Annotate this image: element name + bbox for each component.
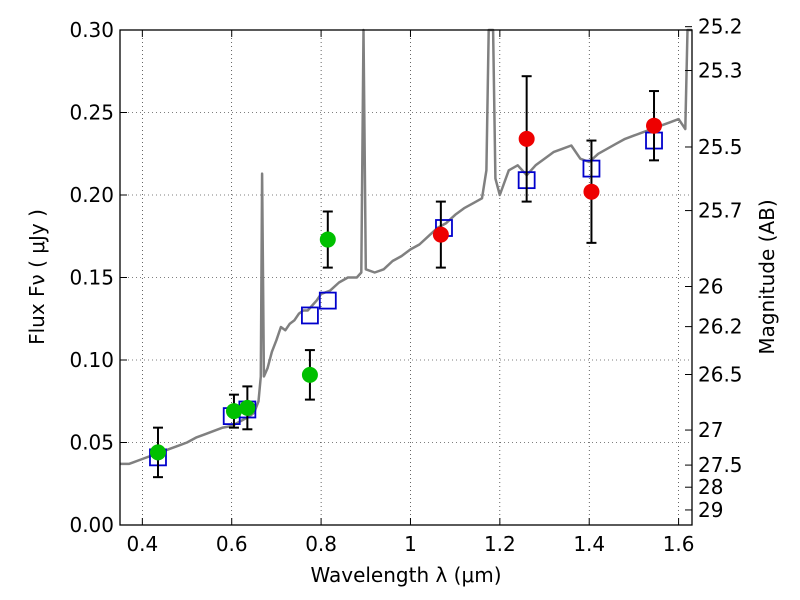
y2-tick-label: 28 — [698, 475, 723, 499]
tick-labels: 0.4 0.6 0.8 1 1.2 1.4 1.6 0.00 0.05 0.10 0.15 0.20 0… — [69, 15, 742, 556]
y-tick-label: 0.15 — [69, 266, 114, 290]
nir-point — [646, 117, 663, 134]
optical-point — [301, 366, 318, 383]
x-tick-label: 1.6 — [663, 532, 695, 556]
x-tick-label: 1 — [404, 532, 417, 556]
y2-tick-label: 27 — [698, 418, 723, 442]
nir-point — [518, 130, 535, 147]
grid-lines — [120, 30, 692, 525]
optical-point — [239, 399, 256, 416]
y2-tick-label: 26 — [698, 274, 723, 298]
y2-axis-title: Magnitude (AB) — [755, 199, 779, 354]
y2-tick-label: 26.2 — [698, 315, 743, 339]
y-tick-label: 0.30 — [69, 18, 114, 42]
y-tick-label: 0.25 — [69, 101, 114, 125]
axis-ticks — [120, 26, 692, 526]
x-axis-title: Wavelength λ (μm) — [310, 563, 501, 587]
x-tick-label: 1.2 — [484, 532, 516, 556]
nir-point — [432, 226, 449, 243]
y-tick-label: 0.00 — [69, 513, 114, 537]
spectrum-line — [120, 28, 692, 466]
x-tick-label: 0.8 — [305, 532, 337, 556]
y-tick-label: 0.05 — [69, 431, 114, 455]
observed-points — [149, 117, 663, 461]
plot-frame — [119, 29, 693, 526]
model-spectrum — [120, 28, 692, 466]
x-tick-label: 0.6 — [216, 532, 248, 556]
y-axis-title: Flux Fν ( μJy ) — [25, 209, 49, 345]
y2-tick-label: 25.5 — [698, 135, 743, 159]
x-tick-label: 0.4 — [126, 532, 158, 556]
y2-tick-label: 25.7 — [698, 199, 743, 223]
y-tick-label: 0.10 — [69, 348, 114, 372]
x-tick-label: 1.4 — [573, 532, 605, 556]
y-tick-label: 0.20 — [69, 183, 114, 207]
optical-point — [149, 444, 166, 461]
model-band-points — [149, 131, 663, 467]
model-band-square — [301, 306, 319, 325]
y2-tick-label: 25.2 — [698, 15, 743, 39]
y2-tick-label: 29 — [698, 498, 723, 522]
y2-tick-label: 26.5 — [698, 363, 743, 387]
optical-point — [319, 231, 336, 248]
y2-tick-label: 25.3 — [698, 59, 743, 83]
optical-point — [225, 403, 242, 420]
model-band-square — [318, 291, 337, 310]
y2-tick-label: 27.5 — [698, 453, 743, 477]
nir-point — [583, 183, 600, 200]
